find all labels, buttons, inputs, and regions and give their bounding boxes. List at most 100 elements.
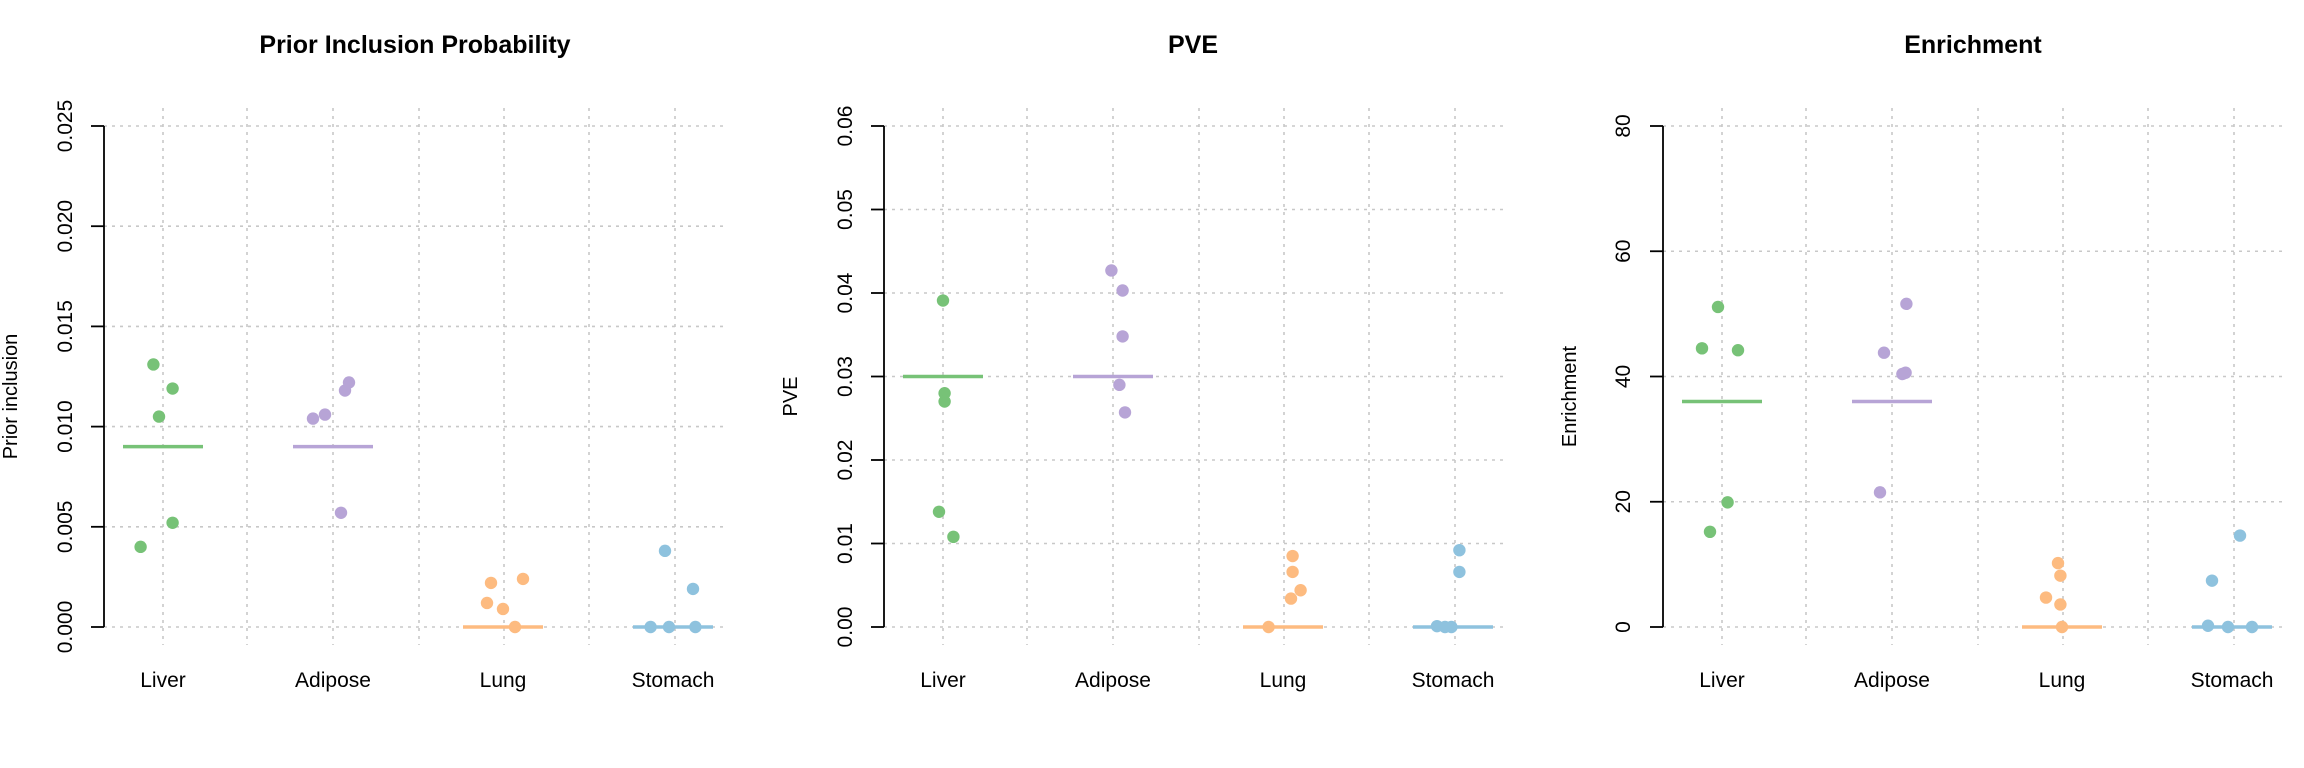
data-point-adipose bbox=[1118, 406, 1132, 419]
x-category-label: Adipose bbox=[1854, 669, 1930, 692]
x-category-label: Adipose bbox=[295, 669, 371, 692]
data-point-stomach bbox=[2205, 574, 2219, 587]
data-point-lung bbox=[1284, 592, 1298, 605]
data-point-stomach bbox=[658, 544, 672, 558]
data-point-adipose bbox=[1899, 366, 1912, 379]
data-point-liver bbox=[938, 395, 951, 408]
data-point-stomach bbox=[1453, 565, 1466, 579]
data-point-liver bbox=[166, 516, 179, 529]
data-point-lung bbox=[1262, 620, 1275, 634]
y-tick-label: 40 bbox=[1612, 365, 1635, 388]
data-point-liver bbox=[152, 410, 166, 423]
series-lung bbox=[2022, 556, 2102, 634]
series-adipose bbox=[1073, 264, 1153, 419]
data-point-stomach bbox=[2245, 620, 2259, 634]
data-point-adipose bbox=[1873, 486, 1887, 499]
x-category-label: Adipose bbox=[1075, 669, 1151, 692]
data-point-stomach bbox=[2221, 620, 2235, 634]
chart-title: Enrichment bbox=[1904, 31, 2042, 59]
y-tick-label: 0.03 bbox=[834, 356, 857, 397]
x-category-label: Liver bbox=[1699, 669, 1745, 692]
series-liver bbox=[123, 358, 203, 554]
data-point-lung bbox=[480, 596, 494, 610]
data-point-stomach bbox=[2233, 529, 2247, 542]
data-point-liver bbox=[932, 505, 946, 518]
data-point-adipose bbox=[1877, 346, 1891, 359]
y-axis-label: Prior inclusion bbox=[0, 334, 22, 460]
x-category-label: Lung bbox=[1260, 669, 1307, 692]
data-point-adipose bbox=[334, 506, 348, 519]
data-point-liver bbox=[1695, 342, 1709, 355]
panel-enrichment: 0 20 40 60 80 Enrichment Enrichment Liver Adipos… bbox=[1559, 31, 2285, 692]
data-point-liver bbox=[1721, 496, 1734, 509]
data-point-stomach bbox=[644, 620, 657, 634]
data-point-stomach bbox=[662, 620, 676, 634]
data-point-lung bbox=[2055, 620, 2069, 634]
y-tick-label: 20 bbox=[1612, 490, 1635, 513]
data-point-liver bbox=[1731, 343, 1745, 357]
data-point-adipose bbox=[1113, 378, 1126, 392]
data-point-lung bbox=[484, 576, 498, 590]
x-category-label: Stomach bbox=[1412, 669, 1495, 692]
data-point-adipose bbox=[342, 376, 356, 389]
series-liver bbox=[903, 294, 983, 544]
y-tick-label: 0.04 bbox=[834, 272, 857, 313]
y-tick-label: 80 bbox=[1612, 114, 1635, 137]
data-point-adipose bbox=[318, 408, 332, 421]
data-point-lung bbox=[2039, 591, 2053, 604]
y-tick-label: 0 bbox=[1612, 621, 1635, 633]
data-point-stomach bbox=[1453, 543, 1466, 557]
x-category-label: Stomach bbox=[632, 669, 715, 692]
y-tick-label: 0.025 bbox=[54, 100, 77, 153]
series-stomach bbox=[1413, 543, 1493, 634]
y-tick-label: 0.05 bbox=[834, 189, 857, 230]
x-category-label: Stomach bbox=[2191, 669, 2274, 692]
y-tick-label: 0.020 bbox=[54, 200, 77, 253]
data-point-liver bbox=[1703, 525, 1717, 539]
data-point-adipose bbox=[1900, 297, 1913, 311]
data-point-liver bbox=[936, 294, 950, 307]
data-point-adipose bbox=[1116, 284, 1129, 297]
data-point-stomach bbox=[1445, 620, 1458, 634]
y-axis-label: PVE bbox=[780, 376, 802, 416]
data-point-stomach bbox=[689, 620, 702, 634]
x-category-label: Liver bbox=[920, 669, 966, 692]
data-point-lung bbox=[2054, 569, 2067, 582]
x-category-label: Lung bbox=[2039, 669, 2086, 692]
y-tick-label: 0.01 bbox=[834, 523, 857, 564]
series-stomach bbox=[633, 544, 713, 634]
y-tick-label: 0.06 bbox=[834, 106, 857, 147]
data-point-liver bbox=[166, 382, 179, 395]
y-tick-label: 0.010 bbox=[54, 400, 77, 453]
series-adipose bbox=[1852, 297, 1932, 499]
data-point-liver bbox=[1711, 300, 1725, 314]
panel-pve: 0.00 0.01 0.02 0.03 0.04 0.05 0.06 PVE PVE Liver A… bbox=[780, 31, 1506, 692]
data-point-stomach bbox=[2201, 619, 2215, 632]
series-adipose bbox=[293, 376, 373, 519]
x-category-label: Lung bbox=[480, 669, 527, 692]
data-point-liver bbox=[947, 530, 960, 544]
data-point-lung bbox=[1286, 549, 1299, 563]
data-point-lung bbox=[1286, 565, 1299, 579]
chart-title: Prior Inclusion Probability bbox=[259, 31, 570, 59]
series-liver bbox=[1682, 300, 1762, 539]
data-point-adipose bbox=[1116, 330, 1129, 343]
data-point-lung bbox=[496, 602, 510, 616]
y-tick-label: 0.000 bbox=[54, 601, 77, 654]
series-lung bbox=[463, 572, 543, 634]
y-tick-label: 0.005 bbox=[54, 501, 77, 554]
y-axis-label: Enrichment bbox=[1559, 345, 1581, 447]
data-point-liver bbox=[134, 540, 147, 554]
data-point-lung bbox=[2054, 598, 2067, 611]
y-tick-label: 0.00 bbox=[834, 607, 857, 648]
y-tick-label: 60 bbox=[1612, 240, 1635, 263]
data-point-adipose bbox=[306, 412, 320, 425]
chart-title: PVE bbox=[1168, 31, 1218, 59]
data-point-lung bbox=[508, 620, 522, 634]
data-point-lung bbox=[2051, 556, 2065, 570]
data-point-lung bbox=[1294, 584, 1307, 597]
panel-prior-inclusion: 0.000 0.005 0.010 0.015 0.020 0.025 Prior Incl… bbox=[0, 31, 726, 692]
data-point-adipose bbox=[1105, 264, 1118, 277]
series-stomach bbox=[2192, 529, 2272, 634]
x-category-label: Liver bbox=[140, 669, 186, 692]
